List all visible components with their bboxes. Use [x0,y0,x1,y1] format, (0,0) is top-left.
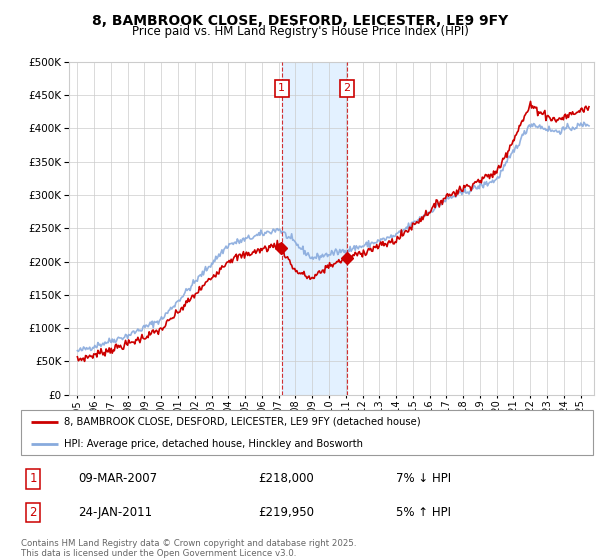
Text: 1: 1 [278,83,285,94]
Text: 8, BAMBROOK CLOSE, DESFORD, LEICESTER, LE9 9FY (detached house): 8, BAMBROOK CLOSE, DESFORD, LEICESTER, L… [64,417,421,427]
Text: £218,000: £218,000 [258,472,314,486]
Text: 1: 1 [29,472,37,486]
FancyBboxPatch shape [21,410,593,455]
Text: 5% ↑ HPI: 5% ↑ HPI [396,506,451,519]
Text: 09-MAR-2007: 09-MAR-2007 [78,472,157,486]
Text: HPI: Average price, detached house, Hinckley and Bosworth: HPI: Average price, detached house, Hinc… [64,438,363,449]
Text: £219,950: £219,950 [258,506,314,519]
Text: Price paid vs. HM Land Registry's House Price Index (HPI): Price paid vs. HM Land Registry's House … [131,25,469,38]
Text: 8, BAMBROOK CLOSE, DESFORD, LEICESTER, LE9 9FY: 8, BAMBROOK CLOSE, DESFORD, LEICESTER, L… [92,14,508,28]
Text: Contains HM Land Registry data © Crown copyright and database right 2025.
This d: Contains HM Land Registry data © Crown c… [21,539,356,558]
Text: 2: 2 [343,83,350,94]
Text: 24-JAN-2011: 24-JAN-2011 [78,506,152,519]
Text: 2: 2 [29,506,37,519]
Text: 7% ↓ HPI: 7% ↓ HPI [396,472,451,486]
Bar [281,62,347,395]
